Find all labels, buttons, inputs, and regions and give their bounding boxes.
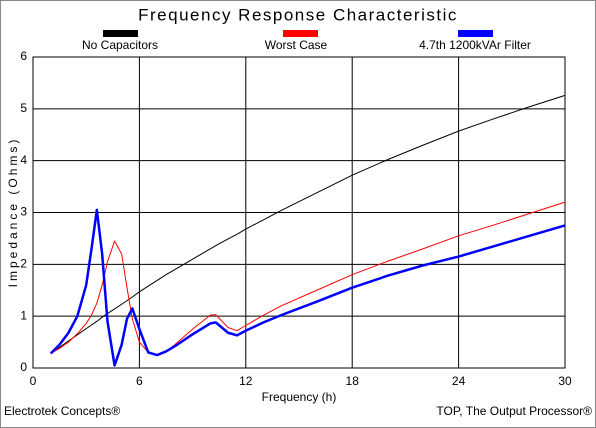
legend-label: No Capacitors [82, 38, 158, 52]
y-tick-label: 4 [20, 153, 27, 167]
y-axis-label: Impedance (Ohms) [6, 137, 20, 288]
legend-swatch [283, 30, 318, 37]
y-tick-label: 5 [20, 101, 27, 115]
series-line [50, 201, 566, 356]
x-tick-label: 18 [346, 374, 360, 388]
x-tick-label: 30 [558, 374, 572, 388]
legend-swatch [458, 30, 493, 37]
series-line [49, 208, 566, 367]
x-axis-label: Frequency (h) [262, 390, 337, 404]
y-tick-label: 6 [20, 49, 27, 63]
chart-title: Frequency Response Characteristic [138, 5, 458, 24]
legend-swatch [103, 30, 138, 37]
footer-right: TOP, The Output Processor® [436, 404, 592, 418]
plot-border [32, 56, 566, 369]
y-tick-label: 0 [20, 360, 27, 374]
y-tick-label: 2 [20, 257, 27, 271]
x-tick-label: 12 [239, 374, 253, 388]
y-tick-label: 1 [20, 308, 27, 322]
legend-label: Worst Case [265, 38, 328, 52]
legend-label: 4.7th 1200kVAr Filter [419, 38, 531, 52]
footer-left: Electrotek Concepts® [4, 404, 120, 418]
y-tick-label: 3 [20, 205, 27, 219]
x-tick-label: 24 [452, 374, 466, 388]
x-tick-label: 0 [30, 374, 37, 388]
series-line [50, 94, 566, 354]
x-tick-label: 6 [136, 374, 143, 388]
